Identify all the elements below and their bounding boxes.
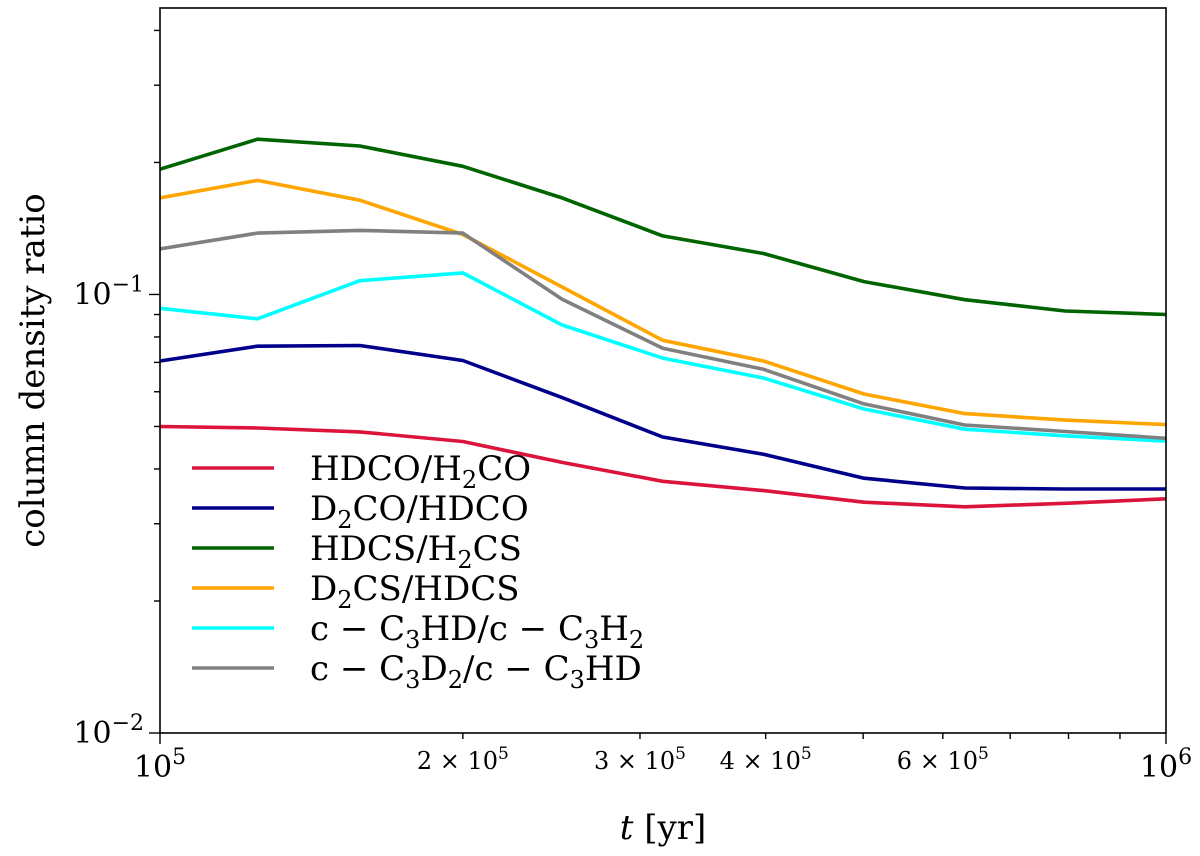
- series-line-6: [159, 228, 1167, 441]
- legend-label: D2CO/HDCO: [310, 489, 529, 534]
- y-tick-label: 10−2: [73, 711, 144, 751]
- series-line-4: [159, 178, 1167, 427]
- plot-lines: [159, 137, 1167, 509]
- series-line-5: [159, 271, 1167, 443]
- series-line-2: [159, 343, 1166, 491]
- x-minor-tick-label: 2 × 105: [417, 744, 509, 775]
- legend-label: c − C3D2/c − C3HD: [310, 649, 642, 694]
- x-minor-tick-label: 6 × 105: [897, 744, 989, 775]
- y-axis-label: column density ratio: [13, 193, 53, 548]
- legend-entry: c − C3HD/c − C3H2: [192, 609, 644, 654]
- x-minor-tick-label: 4 × 105: [720, 744, 812, 775]
- x-tick-label: 106: [1140, 745, 1192, 785]
- plot-frame: [159, 7, 1167, 734]
- y-tick-label: 10−1: [73, 272, 144, 312]
- legend-label: c − C3HD/c − C3H2: [310, 609, 644, 654]
- legend-entry: c − C3D2/c − C3HD: [192, 649, 642, 694]
- axis-ticks: 105 106 2 × 105 3 × 105 4 × 105 6 × 105 10−2 10…: [73, 29, 1192, 785]
- series-line-3: [159, 137, 1167, 317]
- legend-entry: HDCO/H2CO: [192, 449, 531, 494]
- legend-label: HDCO/H2CO: [310, 449, 531, 494]
- legend-label: D2CS/HDCS: [310, 569, 520, 614]
- legend-entry: HDCS/H2CS: [192, 529, 522, 574]
- series-line-1: [159, 424, 1167, 509]
- x-axis-label: t [yr]: [620, 808, 706, 848]
- x-minor-tick-label: 3 × 105: [594, 744, 686, 775]
- legend-label: HDCS/H2CS: [310, 529, 522, 574]
- x-tick-label: 105: [134, 745, 186, 785]
- legend-entry: D2CO/HDCO: [192, 489, 529, 534]
- legend-entry: D2CS/HDCS: [192, 569, 520, 614]
